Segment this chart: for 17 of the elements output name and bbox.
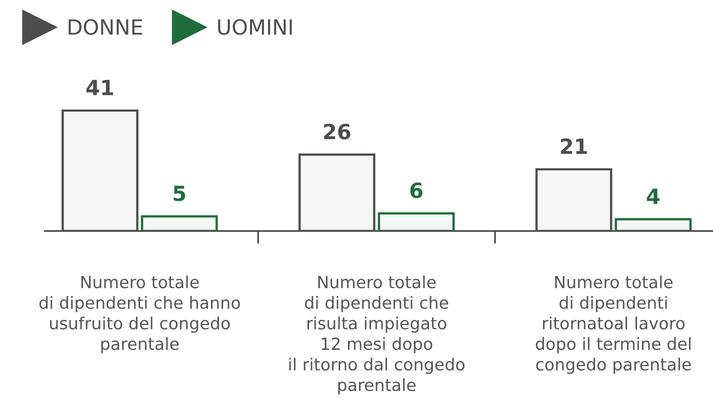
x-tick-label: Numero totale di dipendenti che hanno usufruito del congedo parentale (39, 275, 240, 354)
bar (62, 109, 138, 232)
data-label: 4 (646, 188, 660, 204)
bar (614, 218, 692, 232)
data-label: 21 (560, 138, 587, 154)
bar (378, 212, 455, 232)
bar (535, 168, 612, 232)
x-tick-label: Numero totale di dipendenti che risulta impiegato 12 mesi dopo il ritorno dal congedo parentale (289, 275, 464, 394)
bar (140, 215, 218, 232)
data-label: 26 (324, 124, 350, 140)
legend-label: DONNE (68, 19, 142, 35)
bar (298, 154, 376, 232)
data-label: 6 (410, 182, 422, 198)
data-label: 5 (174, 186, 186, 202)
legend-label: UOMINI (218, 19, 292, 35)
x-tick-label: Numero totale di dipendenti ritornatoal lavoro dopo il termine del congedo parentale (536, 275, 691, 374)
data-label: 41 (86, 80, 114, 96)
